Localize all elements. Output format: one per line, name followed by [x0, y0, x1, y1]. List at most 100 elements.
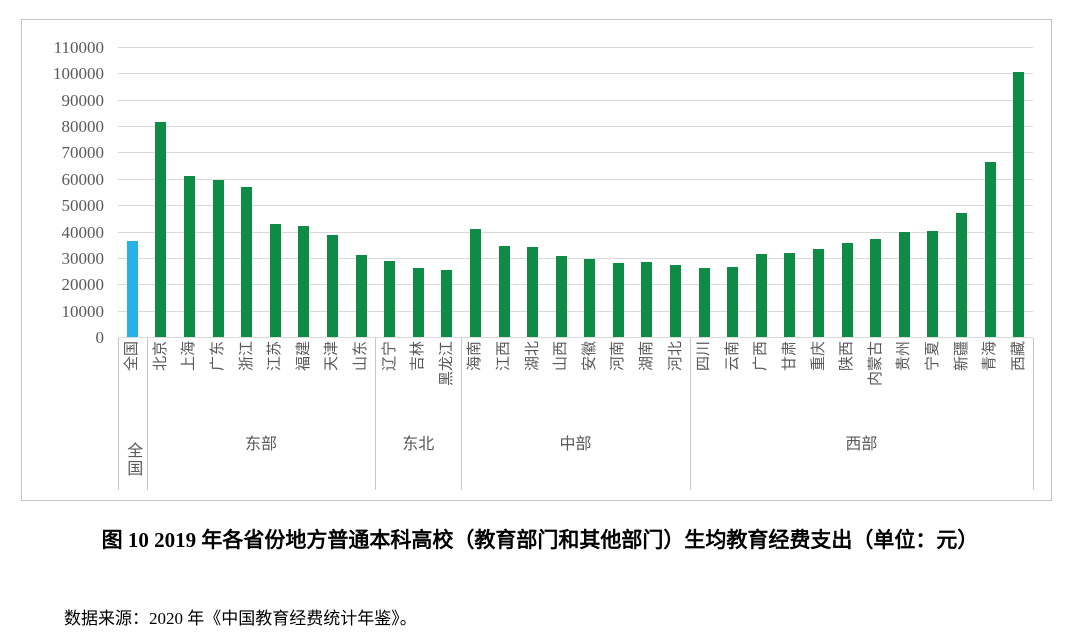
bar-河北	[670, 265, 682, 337]
bar-西藏	[1013, 71, 1025, 337]
axis-group-label-全国: 全国	[124, 442, 142, 478]
y-axis-tick-label: 80000	[61, 117, 105, 137]
y-axis-tick-label: 30000	[61, 248, 105, 268]
x-axis-label: 浙江	[238, 341, 255, 372]
x-axis-label: 福建	[295, 341, 312, 372]
x-axis-label: 上海	[181, 341, 198, 372]
bar-陕西	[841, 243, 853, 337]
gridline-90000	[118, 99, 1033, 101]
x-axis-label-cell: 陕西	[833, 341, 862, 425]
gridline-70000	[118, 152, 1033, 154]
x-axis-label: 新疆	[953, 341, 970, 372]
x-axis-label-cell: 天津	[318, 341, 347, 425]
bar-山东	[355, 255, 367, 337]
bar-天津	[326, 235, 338, 337]
x-axis-label: 云南	[724, 341, 741, 372]
axis-group-separator	[690, 338, 691, 490]
y-axis-tick-label: 40000	[61, 222, 105, 242]
x-axis-label-cell: 湖北	[518, 341, 547, 425]
x-axis-label-cell: 江苏	[261, 341, 290, 425]
axis-group-label-东北: 东北	[402, 436, 435, 453]
x-axis-label: 陕西	[839, 341, 856, 372]
x-axis-label: 宁夏	[924, 341, 941, 372]
bar-广东	[212, 179, 224, 337]
x-axis-label: 湖南	[638, 341, 655, 372]
gridline-50000	[118, 205, 1033, 207]
x-axis-label-cell: 广东	[204, 341, 233, 425]
gridline-80000	[118, 126, 1033, 128]
x-axis-label-cell: 江西	[490, 341, 519, 425]
bar-贵州	[898, 231, 910, 337]
x-axis-label: 山西	[553, 341, 570, 372]
x-axis-label-cell: 重庆	[804, 341, 833, 425]
axis-group-separator	[118, 338, 119, 490]
x-axis-label-cell: 宁夏	[919, 341, 948, 425]
x-axis-label-cell: 山东	[347, 341, 376, 425]
y-axis-tick-label: 100000	[53, 64, 104, 84]
x-axis-label: 全国	[124, 341, 141, 372]
x-axis-label-cell: 贵州	[890, 341, 919, 425]
bar-重庆	[813, 248, 825, 337]
bar-新疆	[956, 212, 968, 337]
bar-安徽	[584, 258, 596, 337]
bar-吉林	[412, 268, 424, 337]
bar-黑龙江	[441, 270, 453, 337]
x-axis-label-cell: 四川	[690, 341, 719, 425]
x-axis-label: 重庆	[810, 341, 827, 372]
figure-caption: 图 10 2019 年各省份地方普通本科高校（教育部门和其他部门）生均教育经费支…	[101, 528, 979, 552]
x-axis-label-cell: 河北	[661, 341, 690, 425]
bar-江苏	[269, 223, 281, 337]
x-axis-label-cell: 黑龙江	[433, 341, 462, 425]
x-axis-label: 广东	[210, 341, 227, 372]
x-axis-label: 北京	[152, 341, 169, 372]
gridline-110000	[118, 47, 1033, 48]
x-axis-label-cell: 海南	[461, 341, 490, 425]
x-axis-label-cell: 山西	[547, 341, 576, 425]
x-axis-label-cell: 河南	[604, 341, 633, 425]
x-axis-label-cell: 甘肃	[776, 341, 805, 425]
bar-青海	[984, 161, 996, 337]
bar-云南	[727, 267, 739, 337]
x-axis-label-cell: 云南	[718, 341, 747, 425]
x-axis-label: 四川	[696, 341, 713, 372]
y-axis-tick-label: 70000	[61, 143, 105, 163]
y-axis-tick-label: 20000	[61, 275, 105, 295]
x-axis-label-cell: 上海	[175, 341, 204, 425]
x-axis-label-cell: 福建	[290, 341, 319, 425]
gridline-100000	[118, 73, 1033, 75]
bar-湖北	[527, 247, 539, 337]
x-axis-label: 海南	[467, 341, 484, 372]
y-axis-tick-label: 60000	[61, 169, 105, 189]
x-axis-label-cell: 湖南	[633, 341, 662, 425]
axis-group-separator	[147, 338, 148, 490]
axis-group-separator	[1033, 338, 1034, 490]
x-axis-label: 贵州	[896, 341, 913, 372]
x-axis-label: 青海	[982, 341, 999, 372]
figure-source: 数据来源：2020 年《中国教育经费统计年鉴》。	[64, 609, 417, 628]
x-axis-label: 河南	[610, 341, 627, 372]
bar-福建	[298, 226, 310, 337]
bar-上海	[183, 176, 195, 337]
x-axis-label-cell: 全国	[118, 341, 147, 425]
bar-全国	[126, 240, 138, 337]
x-axis-label-cell: 青海	[976, 341, 1005, 425]
bar-辽宁	[384, 260, 396, 337]
bar-河南	[612, 262, 624, 337]
bar-山西	[555, 256, 567, 337]
bar-北京	[155, 122, 167, 337]
bar-广西	[755, 254, 767, 337]
x-axis-label: 西藏	[1010, 341, 1027, 372]
y-axis-tick-label: 110000	[53, 38, 104, 57]
x-axis-label: 江西	[496, 341, 513, 372]
y-axis-tick-label: 90000	[61, 90, 105, 110]
x-axis-label: 广西	[753, 341, 770, 372]
y-axis-tick-label: 0	[95, 328, 105, 347]
x-axis-label: 安徽	[581, 341, 598, 372]
y-axis-tick-label: 50000	[61, 196, 105, 216]
bar-四川	[698, 267, 710, 337]
gridline-20000	[118, 284, 1033, 286]
gridline-30000	[118, 257, 1033, 259]
y-axis-tick-label: 10000	[61, 301, 105, 321]
axis-group-label-东部: 东部	[244, 436, 277, 453]
